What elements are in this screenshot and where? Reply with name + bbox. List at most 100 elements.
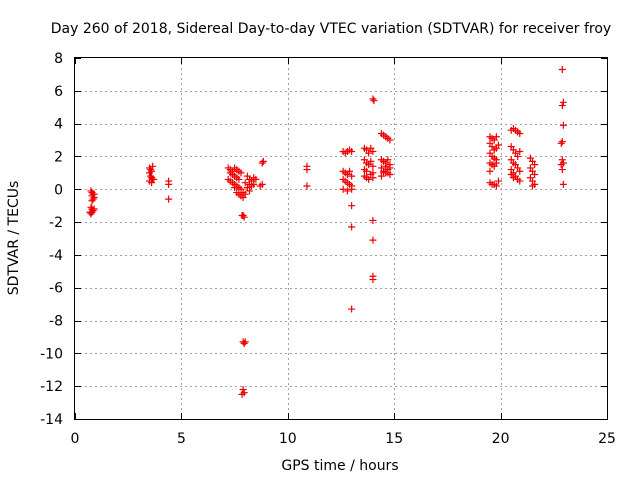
data-point-marker xyxy=(382,162,390,170)
data-point-marker xyxy=(369,236,377,244)
data-point-marker xyxy=(369,95,377,103)
data-point-marker xyxy=(239,385,247,393)
data-point-marker xyxy=(241,338,249,346)
data-point-marker xyxy=(348,223,356,231)
chart-title: Day 260 of 2018, Sidereal Day-to-day VTE… xyxy=(51,21,611,37)
y-tick-label: 4 xyxy=(54,117,63,133)
data-point-marker xyxy=(348,202,356,210)
x-tick-label: 5 xyxy=(177,431,186,447)
data-point-marker xyxy=(369,174,377,182)
data-point-marker xyxy=(252,175,260,183)
data-point-marker xyxy=(303,166,311,174)
data-point-marker xyxy=(365,175,373,183)
x-tick-label: 20 xyxy=(492,431,510,447)
y-tick-label: 0 xyxy=(54,182,63,198)
data-point-marker xyxy=(558,102,566,110)
data-point-marker xyxy=(339,185,347,193)
y-tick-label: 6 xyxy=(54,84,63,100)
data-point-marker xyxy=(240,340,248,348)
data-point-marker xyxy=(516,167,524,175)
data-point-marker xyxy=(348,305,356,313)
data-point-marker xyxy=(150,175,158,183)
data-point-marker xyxy=(365,149,373,157)
y-tick-label: -12 xyxy=(40,379,63,395)
data-point-marker xyxy=(165,195,173,203)
data-point-marker xyxy=(386,136,394,144)
y-tick-label: 2 xyxy=(54,149,63,165)
data-point-marker xyxy=(386,164,394,172)
data-point-marker xyxy=(348,148,356,156)
data-point-marker xyxy=(348,185,356,193)
data-point-marker xyxy=(531,161,539,169)
data-point-marker xyxy=(494,141,502,149)
data-point-marker xyxy=(558,166,566,174)
data-point-marker xyxy=(250,180,258,188)
data-point-marker xyxy=(384,156,392,164)
data-point-marker xyxy=(559,180,567,188)
data-point-marker xyxy=(557,139,565,147)
data-point-marker xyxy=(486,167,494,175)
data-point-marker xyxy=(529,182,537,190)
data-point-marker xyxy=(369,216,377,224)
x-tick-label: 25 xyxy=(598,431,616,447)
data-point-marker xyxy=(516,148,524,156)
data-point-marker xyxy=(516,177,524,185)
data-point-marker xyxy=(559,98,567,106)
data-point-marker xyxy=(259,157,267,165)
data-point-marker xyxy=(558,156,566,164)
data-point-marker xyxy=(492,159,500,167)
x-axis-label: GPS time / hours xyxy=(281,458,398,474)
data-point-marker xyxy=(369,148,377,156)
data-point-marker xyxy=(238,390,246,398)
data-point-marker xyxy=(370,97,378,105)
y-tick-label: -14 xyxy=(40,412,63,428)
data-point-marker xyxy=(363,167,371,175)
data-point-marker xyxy=(557,161,565,169)
data-point-marker xyxy=(235,175,243,183)
data-point-marker xyxy=(367,157,375,165)
data-point-marker xyxy=(558,65,566,73)
data-point-marker xyxy=(245,187,253,195)
data-point-marker xyxy=(89,195,97,203)
data-point-marker xyxy=(231,184,239,192)
data-point-marker xyxy=(369,162,377,170)
y-tick-label: -8 xyxy=(49,314,63,330)
data-point-marker xyxy=(492,182,500,190)
y-tick-label: -4 xyxy=(49,248,63,264)
data-point-marker xyxy=(90,190,98,198)
data-point-marker xyxy=(348,172,356,180)
data-point-marker xyxy=(258,159,266,167)
plot-frame xyxy=(74,57,608,420)
data-point-marker xyxy=(531,171,539,179)
data-point-marker xyxy=(514,152,522,160)
data-point-marker xyxy=(86,208,94,216)
data-point-marker xyxy=(343,187,351,195)
data-point-marker xyxy=(346,167,354,175)
data-point-marker xyxy=(88,197,96,205)
x-tick-label: 10 xyxy=(279,431,297,447)
data-point-marker xyxy=(90,205,98,213)
data-point-marker xyxy=(233,189,241,197)
data-point-marker xyxy=(237,169,245,177)
data-point-marker xyxy=(516,129,524,137)
axis-ticks: 0 5 10 15 20 25 -14 -12 -10 -8 -6 -4 -2 0 2 4 6 8 xyxy=(40,51,616,447)
y-tick-label: -10 xyxy=(40,346,63,362)
data-point-marker xyxy=(558,138,566,146)
data-point-marker xyxy=(145,169,153,177)
x-tick-label: 0 xyxy=(71,431,80,447)
data-point-marker xyxy=(369,276,377,284)
data-points xyxy=(86,65,567,398)
data-point-marker xyxy=(149,162,157,170)
data-point-marker xyxy=(241,179,249,187)
y-tick-label: -2 xyxy=(49,215,63,231)
y-tick-label: -6 xyxy=(49,281,63,297)
data-point-marker xyxy=(87,210,95,218)
data-point-marker xyxy=(559,121,567,129)
data-point-marker xyxy=(258,180,266,188)
data-point-marker xyxy=(238,212,246,220)
data-point-marker xyxy=(165,180,173,188)
data-point-marker xyxy=(384,169,392,177)
data-point-marker xyxy=(303,182,311,190)
